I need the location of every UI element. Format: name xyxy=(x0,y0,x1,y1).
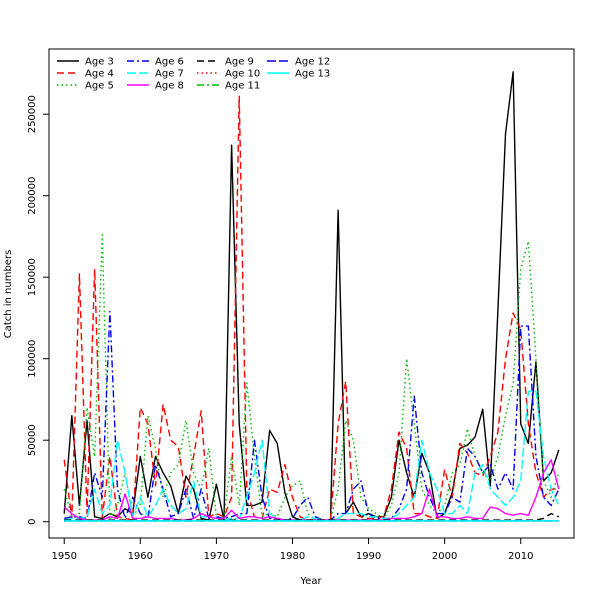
x-tick-label: 1970 xyxy=(204,551,229,562)
legend-label: Age 7 xyxy=(155,69,184,80)
y-tick-label: 200000 xyxy=(27,177,38,215)
legend-label: Age 4 xyxy=(85,69,114,80)
legend-label: Age 5 xyxy=(85,81,114,92)
legend-label: Age 13 xyxy=(295,69,330,80)
y-axis: 0 50000 100000 150000 200000 250000 xyxy=(27,95,49,525)
y-tick-label: 100000 xyxy=(27,340,38,378)
legend-label: Age 9 xyxy=(225,57,254,68)
x-tick-label: 1980 xyxy=(280,551,305,562)
x-tick-label: 2010 xyxy=(508,551,533,562)
y-tick-label: 0 xyxy=(27,519,38,525)
legend-label: Age 12 xyxy=(295,57,330,68)
x-axis-title: Year xyxy=(299,576,322,587)
series-line-age-6 xyxy=(64,310,560,521)
x-tick-label: 1950 xyxy=(51,551,76,562)
y-axis-title: Catch in numbers xyxy=(3,250,14,339)
x-tick-label: 1960 xyxy=(128,551,153,562)
legend-label: Age 8 xyxy=(155,81,184,92)
legend-label: Age 10 xyxy=(225,69,260,80)
legend-label: Age 3 xyxy=(85,57,114,68)
x-tick-label: 2000 xyxy=(432,551,457,562)
plot-frame xyxy=(48,48,575,539)
y-tick-label: 50000 xyxy=(27,424,38,456)
legend-label: Age 6 xyxy=(155,57,184,68)
series-line-age-7 xyxy=(64,390,560,521)
legend-label: Age 11 xyxy=(225,81,260,92)
plot-series-group xyxy=(63,71,560,522)
y-tick-label: 150000 xyxy=(27,258,38,296)
x-tick-label: 1990 xyxy=(356,551,381,562)
series-line-age-9 xyxy=(64,512,560,521)
x-axis: 1950 1960 1970 1980 1990 2000 2010 xyxy=(51,538,533,562)
y-tick-label: 250000 xyxy=(27,95,38,133)
